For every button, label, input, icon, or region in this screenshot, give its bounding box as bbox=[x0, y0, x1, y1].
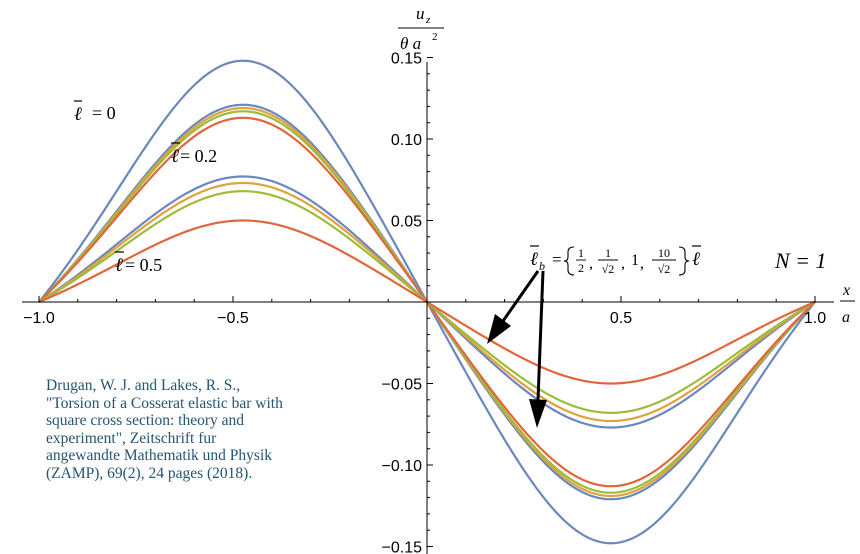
y-tick-label: 0.10 bbox=[391, 132, 422, 149]
citation-line: "Torsion of a Cosserat elastic bar with bbox=[46, 394, 283, 412]
x-tick-label: 1.0 bbox=[804, 310, 826, 327]
comma-3: , bbox=[640, 255, 644, 272]
x-tick-label: 0.5 bbox=[610, 310, 632, 327]
citation-line: experiment", Zeitschrift fur bbox=[46, 429, 217, 447]
annotation-l-b-eq: = bbox=[552, 250, 562, 269]
y-tick-label: −0.05 bbox=[382, 377, 423, 394]
annotation-l-02-text: = 0.2 bbox=[180, 146, 217, 166]
x-tick-label: −0.5 bbox=[217, 310, 249, 327]
y-tick-label: 0.05 bbox=[391, 214, 422, 231]
annotation-l-05: ℓ = 0.5 bbox=[115, 251, 162, 276]
y-tick-label: −0.10 bbox=[382, 458, 423, 475]
value-one: 1 bbox=[631, 252, 639, 269]
comma-1: , bbox=[589, 255, 593, 272]
fraction-1-denominator: 2 bbox=[578, 261, 584, 275]
annotation-l-05-symbol: ℓ bbox=[115, 255, 123, 276]
annotation-arrows bbox=[487, 270, 547, 428]
x-label-numerator: x bbox=[842, 282, 850, 299]
citation-line: (ZAMP), 69(2), 24 pages (2018). bbox=[46, 464, 253, 482]
citation-line: Drugan, W. J. and Lakes, R. S., bbox=[46, 377, 241, 394]
annotation-l-b-sub: b bbox=[539, 259, 545, 273]
y-tick-label: −0.15 bbox=[382, 540, 423, 554]
citation-line: square cross section: theory and bbox=[46, 412, 244, 430]
comma-2: , bbox=[621, 255, 625, 272]
x-axis-label: x a bbox=[840, 282, 855, 326]
annotation-l-02-symbol: ℓ bbox=[171, 146, 179, 167]
citation: Drugan, W. J. and Lakes, R. S., "Torsion… bbox=[46, 377, 332, 483]
y-tick-label: 0.15 bbox=[391, 51, 422, 68]
y-label-numerator: u bbox=[416, 4, 425, 23]
arrow-right-head bbox=[529, 399, 547, 428]
x-label-denominator: a bbox=[842, 309, 850, 326]
annotation-n: N = 1 bbox=[774, 248, 827, 273]
y-label-denominator-sup: 2 bbox=[432, 31, 438, 43]
fraction-1-numerator: 1 bbox=[578, 246, 584, 260]
annotation-l-0: ℓ = 0 bbox=[74, 100, 116, 125]
fraction-3-numerator: 10 bbox=[658, 246, 670, 260]
annotation-l-b-trail: ℓ bbox=[692, 249, 700, 270]
citation-line: angewandte Mathematik und Physik bbox=[46, 447, 272, 465]
x-tick-label: −1.0 bbox=[23, 310, 55, 327]
annotation-l-0-symbol: ℓ bbox=[74, 104, 82, 125]
annotation-l-b-right-brace bbox=[678, 246, 690, 276]
arrow-left-head bbox=[487, 314, 511, 344]
y-label-denominator: θ a bbox=[400, 34, 421, 53]
arrow-left-shaft bbox=[501, 270, 540, 322]
annotation-l-b-left-brace bbox=[563, 246, 575, 276]
annotation-l-b: ℓ b = 1 2 , 1 √2 , 1 , 10 √2 ℓ bbox=[530, 245, 701, 276]
fraction-2-numerator: 1 bbox=[605, 246, 611, 260]
annotation-l-05-text: = 0.5 bbox=[125, 255, 162, 275]
fraction-2-denominator: √2 bbox=[602, 262, 615, 276]
annotation-l-0-text: = 0 bbox=[92, 103, 116, 123]
y-axis-label: u z θ a 2 bbox=[398, 4, 444, 53]
fraction-3-denominator: √2 bbox=[658, 262, 671, 276]
arrow-right-shaft bbox=[536, 270, 545, 401]
tick-layer: −1.0 −0.5 0.5 1.0 −0.15 −0.10 −0.05 0.05 0.10 0.1… bbox=[23, 51, 826, 554]
annotation-l-b-symbol: ℓ bbox=[530, 249, 538, 270]
annotation-l-02: ℓ = 0.2 bbox=[171, 142, 217, 167]
y-label-numerator-sub: z bbox=[425, 14, 431, 26]
